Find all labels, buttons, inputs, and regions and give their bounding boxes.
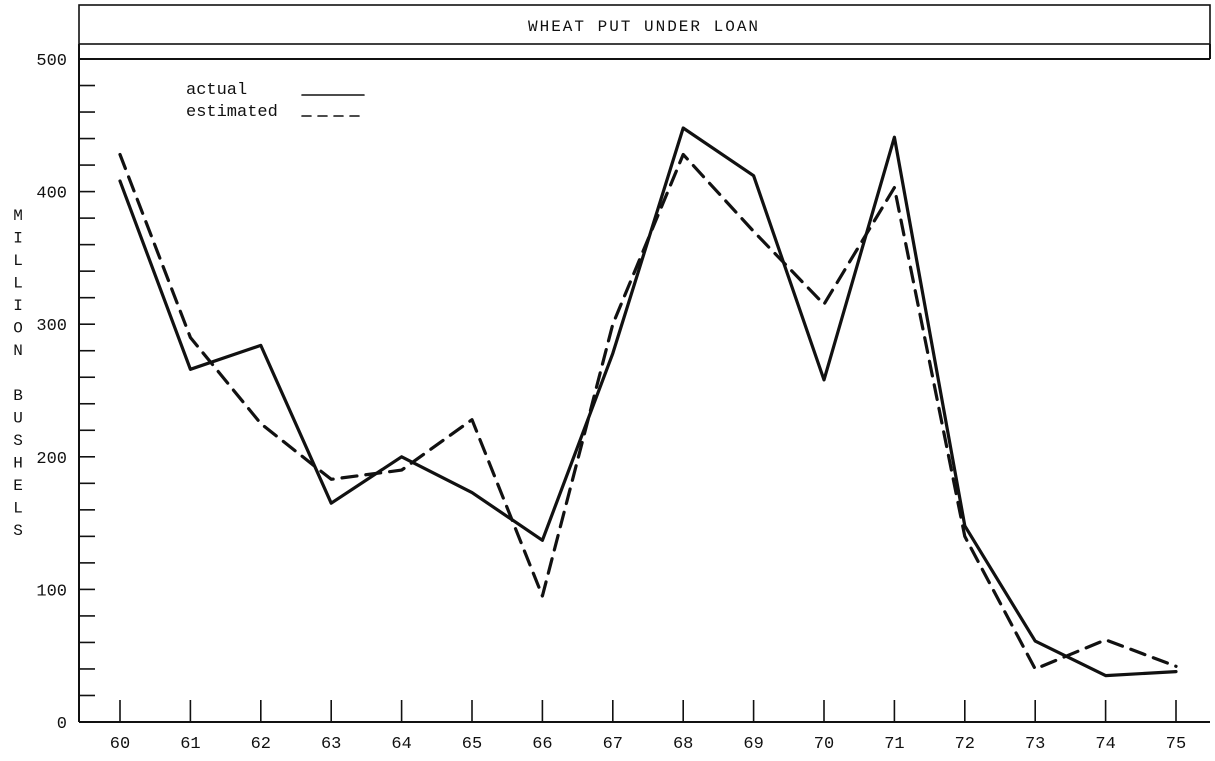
y-axis-tick-labels: 0 100 200 300 400 500 [36, 52, 67, 734]
series-layer [118, 126, 1178, 678]
x-tick-label: 64 [391, 735, 411, 754]
y-tick-label: 100 [36, 582, 67, 601]
y-tick-label: 200 [36, 450, 67, 469]
y-axis-ticks [79, 58, 95, 723]
series-line-estimated [118, 152, 1178, 671]
x-tick-label: 61 [180, 735, 200, 754]
y-tick-label: 400 [36, 185, 67, 204]
x-axis-tick-labels: 60 61 62 63 64 65 66 67 68 69 70 71 72 73 74 75 [110, 735, 1186, 754]
x-tick-label: 62 [251, 735, 271, 754]
y-tick-label: 300 [36, 317, 67, 336]
title-box [78, 4, 1211, 45]
x-tick-label: 69 [743, 735, 763, 754]
x-tick-label: 66 [532, 735, 552, 754]
x-tick-label: 70 [814, 735, 834, 754]
x-tick-label: 67 [603, 735, 623, 754]
legend-label-actual: actual [186, 81, 247, 100]
x-tick-label: 68 [673, 735, 693, 754]
x-tick-label: 75 [1166, 735, 1186, 754]
series-line-actual [118, 126, 1178, 678]
x-tick-label: 63 [321, 735, 341, 754]
x-tick-label: 65 [462, 735, 482, 754]
x-tick-label: 60 [110, 735, 130, 754]
y-tick-label: 0 [57, 715, 67, 734]
x-tick-label: 73 [1025, 735, 1045, 754]
y-tick-label: 500 [36, 52, 67, 71]
x-tick-label: 71 [884, 735, 904, 754]
legend-label-estimated: estimated [186, 103, 278, 122]
x-tick-label: 74 [1095, 735, 1115, 754]
x-tick-label: 72 [955, 735, 975, 754]
chart-title: WHEAT PUT UNDER LOAN [528, 18, 760, 36]
x-axis-ticks [119, 700, 1177, 722]
legend: actual estimated [186, 81, 365, 122]
